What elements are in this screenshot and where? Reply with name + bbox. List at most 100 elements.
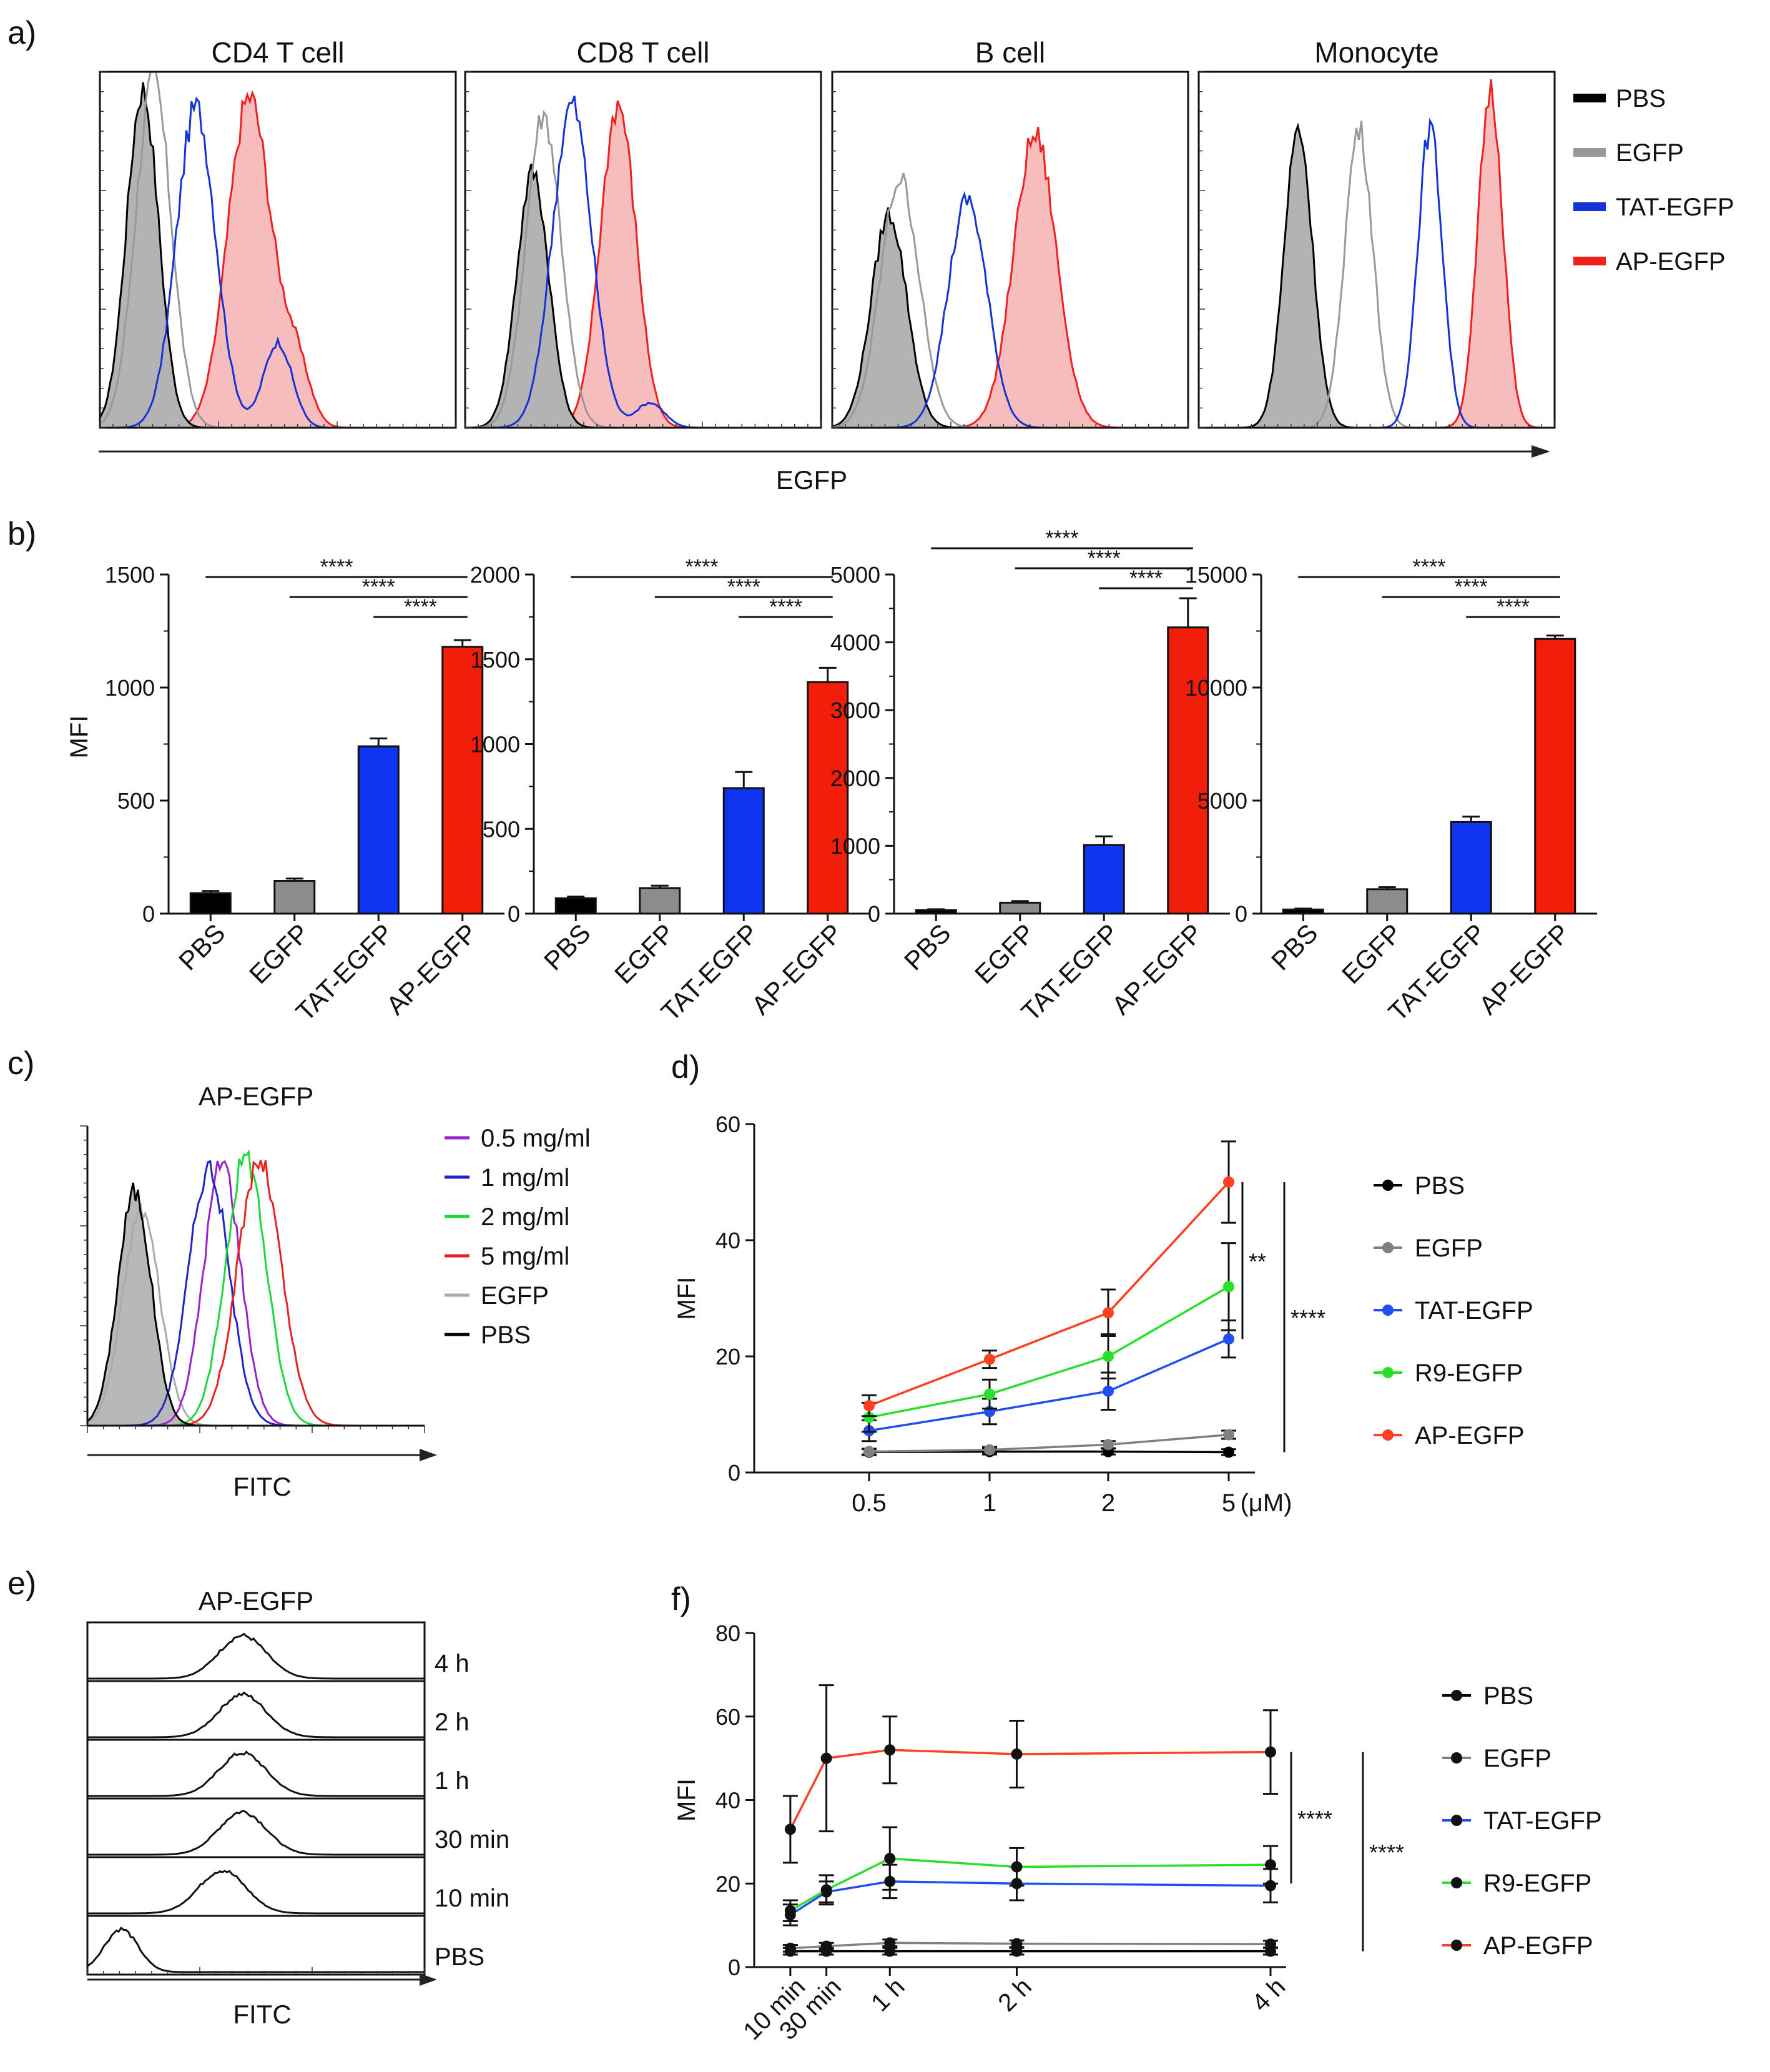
bar-ap-egfp xyxy=(1167,626,1209,915)
y-tick-label: 2000 xyxy=(470,562,520,588)
data-point xyxy=(820,1884,832,1896)
y-tick-label: 20 xyxy=(715,1871,740,1897)
legend-label-ap-egfp: AP-EGFP xyxy=(1616,248,1726,275)
histogram-cd8-t-cell: CD8 T cell xyxy=(464,36,822,429)
histogram-line xyxy=(87,1870,425,1915)
x-tick-label: 0.5 xyxy=(852,1489,887,1517)
row-label: PBS xyxy=(435,1943,484,1971)
panel-b-label: b) xyxy=(7,516,36,552)
bar-pbs xyxy=(554,897,597,915)
significance-label: **** xyxy=(362,575,395,599)
series-line xyxy=(789,1749,1271,1830)
histogram-fill-ap-egfp xyxy=(1199,79,1555,428)
x-tick-label: 4 h xyxy=(1247,1973,1291,2016)
histogram-row-30-min: 30 min xyxy=(86,1797,509,1858)
x-tick-label: 1 xyxy=(983,1489,996,1517)
legend-label: AP-EGFP xyxy=(1415,1422,1525,1449)
data-point xyxy=(784,1905,796,1917)
bar-pbs xyxy=(189,892,232,915)
panel-f-label: f) xyxy=(671,1581,691,1617)
significance-label: ** xyxy=(1249,1249,1266,1275)
significance-label: **** xyxy=(404,595,437,619)
y-tick-label: 1500 xyxy=(105,562,155,588)
data-point xyxy=(984,1444,995,1456)
legend-label: R9-EGFP xyxy=(1415,1359,1523,1387)
legend-label: EGFP xyxy=(1483,1745,1551,1772)
x-tick-label: AP-EGFP xyxy=(746,918,848,1020)
x-tick-label: 5 xyxy=(1222,1489,1236,1517)
subplot-title: Monocyte xyxy=(1314,36,1438,69)
data-point xyxy=(884,1945,896,1957)
y-tick-label: 1500 xyxy=(470,647,520,673)
bar-egfp xyxy=(1366,888,1409,915)
significance-label: **** xyxy=(727,575,760,599)
row-label: 10 min xyxy=(435,1885,509,1912)
y-axis-label: MFI xyxy=(673,1277,701,1320)
histogram-line xyxy=(87,1926,425,1973)
histogram-line xyxy=(87,1632,425,1680)
row-frame xyxy=(86,1915,426,1976)
bar-egfp xyxy=(273,880,316,915)
y-tick-label: 3000 xyxy=(830,698,880,723)
legend-marker xyxy=(1382,1429,1394,1441)
x-tick-label: EGFP xyxy=(243,918,315,989)
data-point xyxy=(1103,1385,1114,1397)
series-r9-egfp xyxy=(862,1242,1236,1433)
x-tick-label: PBS xyxy=(898,918,956,976)
panel-e-label: e) xyxy=(7,1566,36,1602)
y-tick-label: 60 xyxy=(715,1112,740,1137)
x-tick-label: 1 h xyxy=(866,1973,910,2016)
legend-marker xyxy=(1382,1305,1394,1316)
x-axis-unit: (μM) xyxy=(1240,1489,1292,1517)
panel-a-x-axis: EGFP xyxy=(99,445,1550,495)
y-tick-label: 1000 xyxy=(830,833,880,859)
panel-a-xlabel: EGFP xyxy=(776,465,847,495)
data-point xyxy=(1223,1429,1234,1441)
bar-pbs xyxy=(1282,908,1324,915)
legend-swatch-pbs xyxy=(1573,94,1606,102)
data-point xyxy=(1011,1748,1023,1760)
significance-label: **** xyxy=(686,555,719,579)
series-ap-egfp xyxy=(782,1684,1278,1864)
legend-swatch-egfp xyxy=(1573,148,1606,157)
bar-tat-egfp xyxy=(357,745,400,915)
panel-e-xlabel: FITC xyxy=(233,2000,291,2029)
x-tick-label: 2 h xyxy=(993,1973,1036,2016)
legend-marker xyxy=(1382,1367,1394,1378)
series-tat-egfp xyxy=(862,1319,1236,1443)
legend-label: 5 mg/ml xyxy=(481,1243,569,1270)
y-tick-label: 40 xyxy=(715,1788,740,1813)
legend-label-tat-egfp: TAT-EGFP xyxy=(1616,194,1734,221)
histogram-row-pbs: PBS xyxy=(86,1915,484,1976)
series-line xyxy=(868,1450,1229,1454)
legend-label: R9-EGFP xyxy=(1483,1870,1591,1897)
legend-label: PBS xyxy=(1483,1682,1533,1710)
data-point xyxy=(884,1853,896,1865)
significance-label: **** xyxy=(769,595,802,619)
significance-label: **** xyxy=(1369,1840,1404,1865)
y-tick-label: 0 xyxy=(868,901,880,927)
significance-label: **** xyxy=(1088,546,1121,570)
data-point xyxy=(863,1411,875,1423)
y-tick-label: 40 xyxy=(715,1228,740,1253)
y-tick-label: 500 xyxy=(117,788,155,814)
y-tick-label: 1000 xyxy=(105,675,155,701)
legend-label: 2 mg/ml xyxy=(481,1203,569,1231)
legend-label-egfp: EGFP xyxy=(1616,139,1684,167)
legend-label: 1 mg/ml xyxy=(481,1164,569,1191)
y-tick-label: 0 xyxy=(142,901,155,927)
legend-marker xyxy=(1451,1815,1462,1826)
x-tick-label: PBS xyxy=(173,918,231,976)
panel-c-histogram: AP-EGFP FITC 0.5 mg/ml 1 mg/ml 2 mg/ml 5 mg… xyxy=(80,1082,591,1501)
data-point xyxy=(820,1752,832,1764)
row-frame xyxy=(86,1621,426,1682)
series-line xyxy=(868,1433,1229,1453)
data-point xyxy=(984,1388,995,1400)
x-tick-label: PBS xyxy=(1266,918,1324,976)
legend-label: TAT-EGFP xyxy=(1483,1807,1602,1835)
y-tick-label: 0 xyxy=(728,1955,740,1980)
legend-marker xyxy=(1382,1242,1394,1253)
